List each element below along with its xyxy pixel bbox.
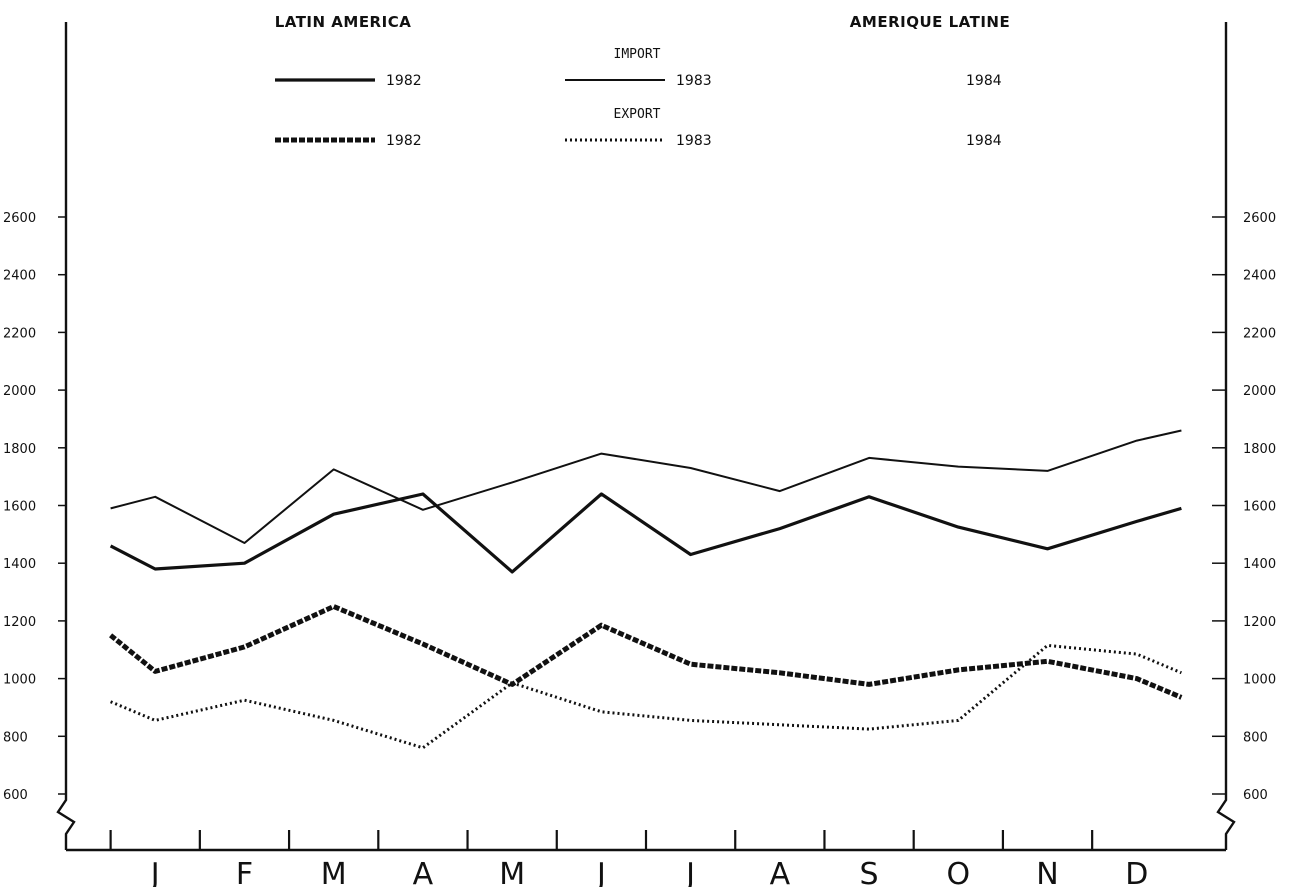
y-tick-label-right: 800 [1243, 730, 1268, 745]
x-tick-label: J [595, 857, 606, 887]
y-axis-ticks: 600 600 800 800 1000 1000 1200 1200 1400 1400 1600… [3, 211, 1276, 803]
x-tick-label: D [1125, 857, 1148, 887]
x-tick-label: M [321, 857, 347, 887]
y-tick-label-left: 2400 [3, 269, 36, 284]
y-tick-label-right: 1000 [1243, 673, 1276, 688]
legend: IMPORT EXPORT 1982 1983 1984 1982 1983 1… [275, 47, 1002, 149]
legend-label-import-1983: 1983 [676, 73, 712, 89]
y-tick-label-right: 2600 [1243, 211, 1276, 226]
legend-export-heading: EXPORT [614, 107, 661, 122]
legend-label-export-1984: 1984 [966, 133, 1002, 149]
x-tick-label: J [149, 857, 160, 887]
y-axis-left [56, 22, 76, 850]
x-tick-label: M [499, 857, 525, 887]
y-tick-label-right: 2200 [1243, 326, 1276, 341]
legend-label-export-1983: 1983 [676, 133, 712, 149]
legend-import-heading: IMPORT [614, 47, 661, 62]
x-tick-label: S [860, 857, 879, 887]
legend-label-import-1982: 1982 [386, 73, 422, 89]
y-tick-label-left: 2000 [3, 384, 36, 399]
y-tick-label-left: 1200 [3, 615, 36, 630]
series-line-export-1982 [109, 604, 1183, 700]
y-tick-label-right: 2000 [1243, 384, 1276, 399]
series-line-import-1982 [109, 492, 1182, 574]
y-tick-label-left: 2200 [3, 326, 36, 341]
legend-label-export-1982: 1982 [386, 133, 422, 149]
y-tick-label-left: 800 [3, 730, 28, 745]
y-tick-label-right: 2400 [1243, 269, 1276, 284]
x-tick-label: A [770, 857, 791, 887]
x-tick-label: O [946, 857, 970, 887]
y-tick-label-left: 1800 [3, 442, 36, 457]
x-tick-label: F [236, 857, 253, 887]
y-axis-right [1216, 22, 1236, 850]
y-tick-label-right: 600 [1243, 788, 1268, 803]
series-line-import-1983 [110, 429, 1182, 544]
series-lines [109, 429, 1183, 750]
x-tick-label: J [684, 857, 695, 887]
y-tick-label-right: 1200 [1243, 615, 1276, 630]
y-tick-label-left: 1400 [3, 557, 36, 572]
y-tick-label-right: 1600 [1243, 500, 1276, 515]
y-tick-label-left: 1000 [3, 673, 36, 688]
y-tick-label-left: 1600 [3, 500, 36, 515]
y-tick-label-right: 1400 [1243, 557, 1276, 572]
chart-title-right: AMERIQUE LATINE [850, 13, 1010, 31]
legend-label-import-1984: 1984 [966, 73, 1002, 89]
y-tick-label-left: 600 [3, 788, 28, 803]
x-tick-label: N [1036, 857, 1058, 887]
y-tick-label-right: 1800 [1243, 442, 1276, 457]
series-line-export-1983 [110, 643, 1182, 750]
chart-title-left: LATIN AMERICA [275, 13, 412, 31]
x-tick-label: A [413, 857, 434, 887]
y-tick-label-left: 2600 [3, 211, 36, 226]
